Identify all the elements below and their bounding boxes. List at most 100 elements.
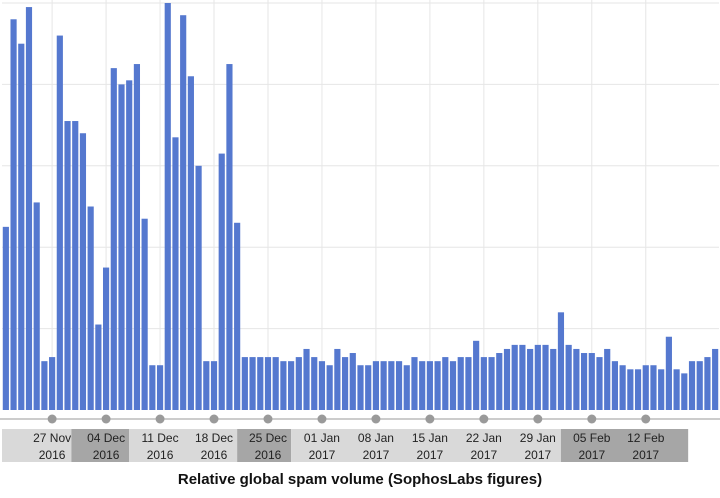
bar-63 — [488, 357, 495, 410]
bar-4 — [33, 202, 40, 410]
bar-19 — [149, 365, 156, 410]
tick-marker-11 — [641, 414, 651, 424]
bar-61 — [473, 340, 480, 410]
bar-6 — [49, 357, 56, 410]
bar-56 — [434, 361, 441, 410]
bar-14 — [110, 68, 117, 411]
bar-69 — [534, 344, 541, 410]
bar-0 — [2, 226, 9, 410]
bar-43 — [334, 348, 341, 410]
date-band-1 — [71, 429, 130, 462]
bar-48 — [372, 361, 380, 410]
bar-58 — [449, 361, 457, 410]
bar-25 — [195, 165, 202, 410]
x-tick-labels: 27 Nov 2016 04 Dec 2016 11 Dec 2016 18 Dec 2016… — [33, 431, 665, 462]
bar-81 — [627, 369, 634, 410]
bar-52 — [403, 365, 410, 410]
chart-caption: Relative global spam volume (SophosLabs … — [177, 471, 543, 488]
bar-84 — [650, 365, 657, 410]
bar-11 — [87, 206, 94, 410]
bar-27 — [210, 361, 218, 410]
tick-marker-0 — [47, 414, 57, 424]
bar-26 — [203, 361, 210, 410]
bar-10 — [79, 133, 87, 411]
tick-label-year: 2017 — [632, 448, 659, 462]
bar-85 — [658, 369, 665, 410]
bar-30 — [234, 222, 241, 410]
tick-label-date: 22 Jan — [466, 431, 502, 445]
bar-91 — [704, 357, 711, 410]
bar-2 — [18, 43, 25, 410]
bar-29 — [226, 64, 233, 411]
bar-88 — [681, 373, 688, 410]
tick-marker-5 — [317, 414, 327, 424]
tick-label-year: 2017 — [578, 448, 605, 462]
tick-label-date: 04 Dec — [87, 431, 125, 445]
tick-label-year: 2017 — [309, 448, 336, 462]
tick-label-year: 2016 — [93, 448, 120, 462]
bar-44 — [341, 357, 349, 410]
bar-21 — [164, 3, 171, 410]
date-band-5 — [560, 429, 689, 462]
bar-38 — [295, 357, 302, 410]
bar-5 — [41, 361, 48, 410]
bar-71 — [550, 348, 557, 410]
bar-15 — [118, 84, 125, 411]
date-band-3 — [237, 429, 292, 462]
bar-12 — [95, 324, 102, 410]
bar-57 — [442, 357, 449, 410]
bar-65 — [503, 348, 511, 410]
bar-83 — [642, 365, 649, 410]
bar-17 — [133, 64, 141, 411]
tick-label-year: 2017 — [524, 448, 551, 462]
date-bands — [2, 429, 689, 462]
bar-70 — [542, 344, 549, 410]
bar-54 — [419, 361, 426, 410]
bar-45 — [349, 353, 356, 410]
bar-60 — [465, 357, 472, 410]
bar-35 — [272, 357, 279, 410]
bar-59 — [457, 357, 464, 410]
tick-label-year: 2017 — [363, 448, 390, 462]
date-band-4 — [291, 429, 561, 462]
bar-series — [2, 3, 719, 411]
bar-24 — [187, 76, 194, 410]
bar-79 — [611, 361, 619, 410]
bar-3 — [25, 7, 33, 410]
tick-label-year: 2017 — [417, 448, 444, 462]
tick-label-date: 08 Jan — [358, 431, 394, 445]
bar-7 — [56, 35, 63, 411]
tick-marker-7 — [425, 414, 435, 424]
bar-80 — [619, 365, 626, 410]
bar-33 — [257, 357, 264, 410]
bar-16 — [126, 80, 133, 410]
tick-marker-2 — [155, 414, 165, 424]
bar-75 — [580, 353, 588, 410]
bar-42 — [326, 365, 333, 410]
bar-62 — [480, 357, 487, 410]
tick-label-date: 29 Jan — [520, 431, 556, 445]
tick-label-year: 2016 — [147, 448, 174, 462]
bar-89 — [688, 361, 696, 410]
bar-8 — [64, 121, 71, 410]
gridlines — [2, 0, 719, 410]
bar-73 — [565, 344, 572, 410]
bar-87 — [673, 369, 680, 410]
tick-label-year: 2016 — [201, 448, 228, 462]
bar-86 — [665, 336, 672, 410]
tick-label-date: 18 Dec — [195, 431, 233, 445]
tick-marker-4 — [263, 414, 273, 424]
bar-13 — [102, 267, 110, 410]
bar-74 — [573, 348, 580, 410]
tick-marker-9 — [533, 414, 543, 424]
date-band-2 — [129, 429, 238, 462]
bar-82 — [634, 369, 642, 410]
bar-28 — [218, 153, 225, 410]
tick-marker-6 — [371, 414, 381, 424]
bar-32 — [249, 357, 256, 410]
tick-label-year: 2016 — [255, 448, 282, 462]
tick-marker-8 — [479, 414, 489, 424]
bar-39 — [303, 348, 310, 410]
date-band-0 — [2, 429, 72, 462]
bar-18 — [141, 218, 148, 410]
